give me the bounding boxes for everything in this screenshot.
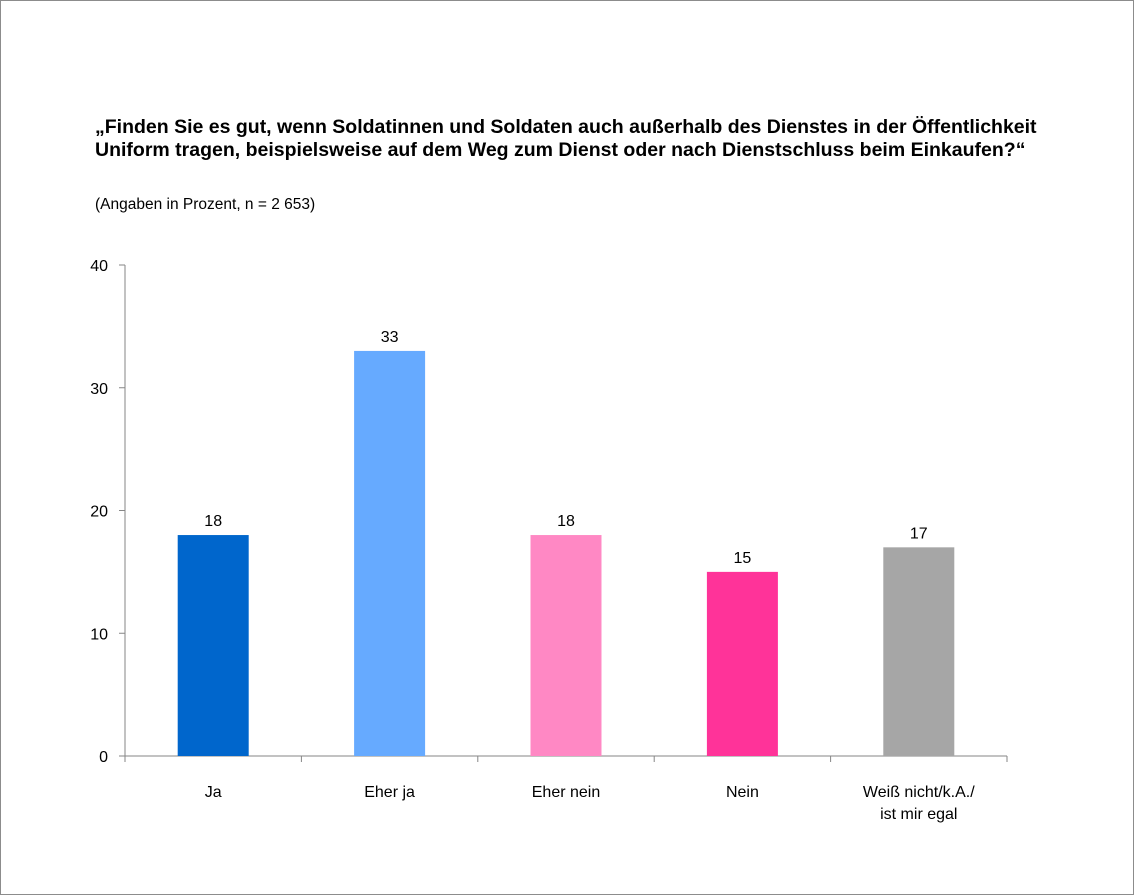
x-category-label: Ja bbox=[205, 784, 222, 801]
bar-value-label: 18 bbox=[204, 513, 222, 530]
bar-value-label: 18 bbox=[557, 513, 575, 530]
bar-value-label: 15 bbox=[734, 550, 752, 567]
bar bbox=[883, 547, 955, 756]
y-tick-label: 30 bbox=[90, 381, 108, 398]
bar-value-label: 33 bbox=[381, 329, 399, 346]
y-tick-label: 0 bbox=[99, 749, 108, 766]
bar bbox=[706, 571, 778, 756]
bar bbox=[530, 535, 602, 756]
bar bbox=[354, 350, 426, 756]
bar-value-label: 17 bbox=[910, 525, 928, 542]
bar bbox=[177, 535, 249, 756]
x-category-label: Eher ja bbox=[364, 784, 415, 801]
y-tick-label: 40 bbox=[90, 258, 108, 275]
x-category-label: Weiß nicht/k.A./ist mir egal bbox=[863, 784, 975, 823]
y-tick-label: 10 bbox=[90, 626, 108, 643]
y-tick-label: 20 bbox=[90, 504, 108, 521]
x-category-label: Eher nein bbox=[532, 784, 601, 801]
chart-subtitle: (Angaben in Prozent, n = 2 653) bbox=[95, 196, 316, 213]
x-category-label: Nein bbox=[726, 784, 759, 801]
chart-title: „Finden Sie es gut, wenn Soldatinnen und… bbox=[95, 116, 1037, 161]
